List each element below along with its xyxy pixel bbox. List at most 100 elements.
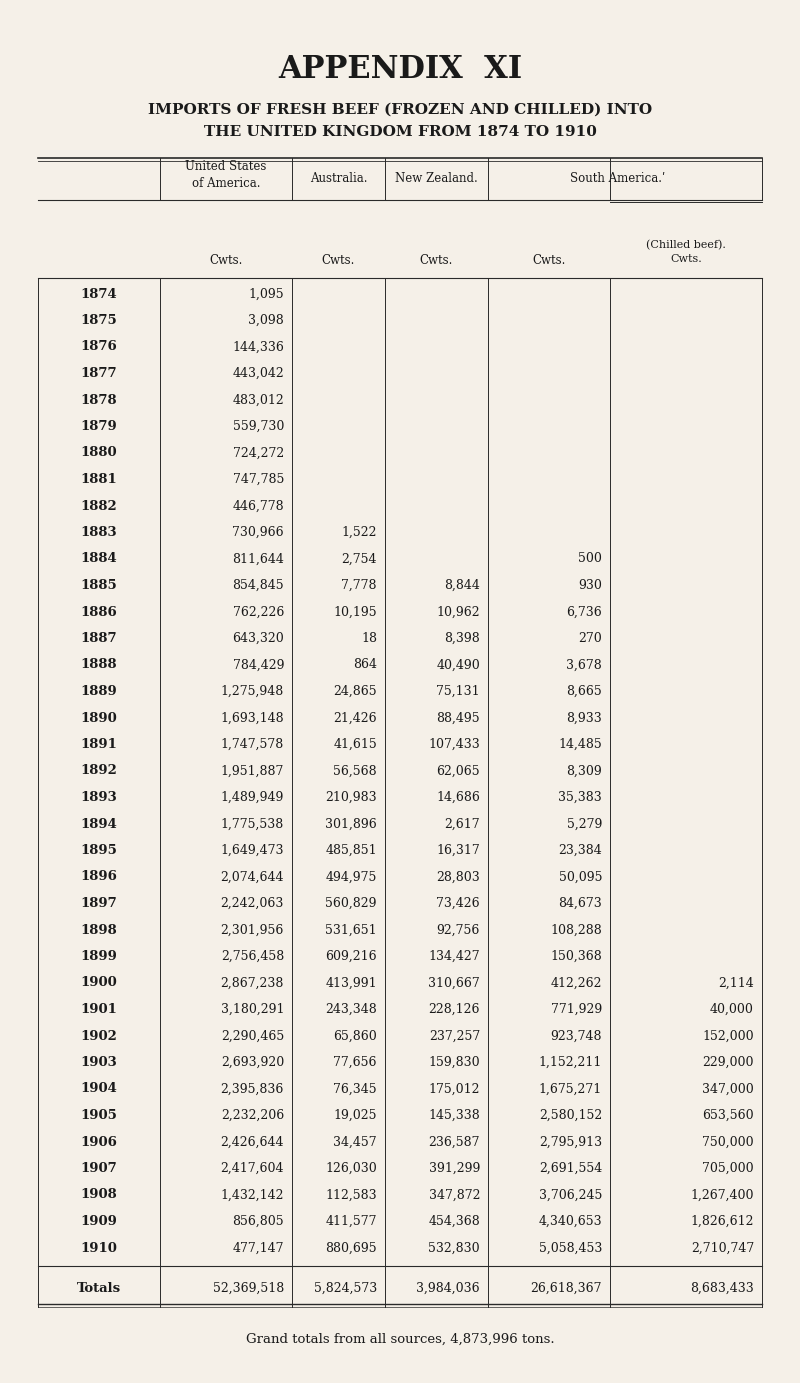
Text: United States
of America.: United States of America. xyxy=(186,160,266,189)
Text: 1894: 1894 xyxy=(81,817,118,831)
Text: 301,896: 301,896 xyxy=(326,817,377,831)
Text: 1,649,473: 1,649,473 xyxy=(221,844,284,857)
Text: 1887: 1887 xyxy=(81,632,118,644)
Text: 3,098: 3,098 xyxy=(248,314,284,326)
Text: 454,368: 454,368 xyxy=(428,1216,480,1228)
Text: 2,580,152: 2,580,152 xyxy=(538,1109,602,1122)
Text: 391,299: 391,299 xyxy=(429,1162,480,1176)
Text: 2,301,956: 2,301,956 xyxy=(221,924,284,936)
Text: 1875: 1875 xyxy=(81,314,118,326)
Text: 500: 500 xyxy=(578,552,602,566)
Text: 73,426: 73,426 xyxy=(436,898,480,910)
Text: 446,778: 446,778 xyxy=(232,499,284,513)
Text: 762,226: 762,226 xyxy=(233,606,284,618)
Text: 26,618,367: 26,618,367 xyxy=(530,1282,602,1294)
Text: 1884: 1884 xyxy=(81,552,118,566)
Text: 750,000: 750,000 xyxy=(702,1135,754,1148)
Text: 1908: 1908 xyxy=(81,1188,118,1202)
Text: 88,495: 88,495 xyxy=(436,711,480,725)
Text: 76,345: 76,345 xyxy=(334,1083,377,1095)
Text: 443,042: 443,042 xyxy=(232,366,284,380)
Text: 1910: 1910 xyxy=(81,1242,118,1254)
Text: 1896: 1896 xyxy=(81,870,118,884)
Text: 1878: 1878 xyxy=(81,394,118,407)
Text: 107,433: 107,433 xyxy=(428,739,480,751)
Text: 8,398: 8,398 xyxy=(444,632,480,644)
Text: 1893: 1893 xyxy=(81,791,118,804)
Text: 2,417,604: 2,417,604 xyxy=(221,1162,284,1176)
Text: 923,748: 923,748 xyxy=(550,1029,602,1043)
Text: 14,686: 14,686 xyxy=(436,791,480,804)
Text: 477,147: 477,147 xyxy=(233,1242,284,1254)
Text: 1,095: 1,095 xyxy=(248,288,284,300)
Text: 175,012: 175,012 xyxy=(429,1083,480,1095)
Text: 494,975: 494,975 xyxy=(326,870,377,884)
Text: 40,490: 40,490 xyxy=(436,658,480,672)
Text: 8,933: 8,933 xyxy=(566,711,602,725)
Text: 724,272: 724,272 xyxy=(233,447,284,459)
Text: 8,683,433: 8,683,433 xyxy=(690,1282,754,1294)
Text: 1,152,211: 1,152,211 xyxy=(538,1057,602,1069)
Text: 1899: 1899 xyxy=(81,950,118,963)
Text: 930: 930 xyxy=(578,579,602,592)
Text: 24,865: 24,865 xyxy=(334,685,377,698)
Text: 560,829: 560,829 xyxy=(326,898,377,910)
Text: 2,756,458: 2,756,458 xyxy=(221,950,284,963)
Text: 609,216: 609,216 xyxy=(326,950,377,963)
Text: 3,678: 3,678 xyxy=(566,658,602,672)
Text: 18: 18 xyxy=(361,632,377,644)
Text: 7,778: 7,778 xyxy=(342,579,377,592)
Text: 412,262: 412,262 xyxy=(550,976,602,989)
Text: 10,962: 10,962 xyxy=(436,606,480,618)
Text: Cwts.: Cwts. xyxy=(420,253,453,267)
Text: 2,232,206: 2,232,206 xyxy=(221,1109,284,1122)
Text: 485,851: 485,851 xyxy=(326,844,377,857)
Text: 2,290,465: 2,290,465 xyxy=(221,1029,284,1043)
Text: 152,000: 152,000 xyxy=(702,1029,754,1043)
Text: 3,706,245: 3,706,245 xyxy=(538,1188,602,1202)
Text: 1879: 1879 xyxy=(81,420,118,433)
Text: 2,242,063: 2,242,063 xyxy=(221,898,284,910)
Text: 134,427: 134,427 xyxy=(428,950,480,963)
Text: 864: 864 xyxy=(353,658,377,672)
Text: 1900: 1900 xyxy=(81,976,118,989)
Text: 40,000: 40,000 xyxy=(710,1003,754,1017)
Text: 1882: 1882 xyxy=(81,499,118,513)
Text: 1,826,612: 1,826,612 xyxy=(690,1216,754,1228)
Text: South America.ʹ: South America.ʹ xyxy=(570,171,665,184)
Text: 559,730: 559,730 xyxy=(233,420,284,433)
Text: 531,651: 531,651 xyxy=(326,924,377,936)
Text: 2,795,913: 2,795,913 xyxy=(539,1135,602,1148)
Text: Cwts.: Cwts. xyxy=(532,253,566,267)
Text: 92,756: 92,756 xyxy=(437,924,480,936)
Text: 1907: 1907 xyxy=(81,1162,118,1176)
Text: 1886: 1886 xyxy=(81,606,118,618)
Text: 4,340,653: 4,340,653 xyxy=(538,1216,602,1228)
Text: 2,426,644: 2,426,644 xyxy=(221,1135,284,1148)
Text: 84,673: 84,673 xyxy=(558,898,602,910)
Text: 159,830: 159,830 xyxy=(428,1057,480,1069)
Text: 1885: 1885 xyxy=(81,579,118,592)
Text: 126,030: 126,030 xyxy=(326,1162,377,1176)
Text: 1897: 1897 xyxy=(81,898,118,910)
Text: 1,775,538: 1,775,538 xyxy=(221,817,284,831)
Text: 1,951,887: 1,951,887 xyxy=(221,765,284,777)
Text: 1909: 1909 xyxy=(81,1216,118,1228)
Text: 65,860: 65,860 xyxy=(334,1029,377,1043)
Text: 1,489,949: 1,489,949 xyxy=(221,791,284,804)
Text: 347,000: 347,000 xyxy=(702,1083,754,1095)
Text: 19,025: 19,025 xyxy=(334,1109,377,1122)
Text: 50,095: 50,095 xyxy=(558,870,602,884)
Text: 1,432,142: 1,432,142 xyxy=(221,1188,284,1202)
Text: 2,754: 2,754 xyxy=(342,552,377,566)
Text: 730,966: 730,966 xyxy=(232,526,284,539)
Text: 1890: 1890 xyxy=(81,711,118,725)
Text: 1880: 1880 xyxy=(81,447,118,459)
Text: IMPORTS OF FRESH BEEF (FROZEN AND CHILLED) INTO: IMPORTS OF FRESH BEEF (FROZEN AND CHILLE… xyxy=(148,102,652,118)
Text: 532,830: 532,830 xyxy=(428,1242,480,1254)
Text: 1881: 1881 xyxy=(81,473,118,485)
Text: 1901: 1901 xyxy=(81,1003,118,1017)
Text: 21,426: 21,426 xyxy=(334,711,377,725)
Text: 1,522: 1,522 xyxy=(342,526,377,539)
Text: 6,736: 6,736 xyxy=(566,606,602,618)
